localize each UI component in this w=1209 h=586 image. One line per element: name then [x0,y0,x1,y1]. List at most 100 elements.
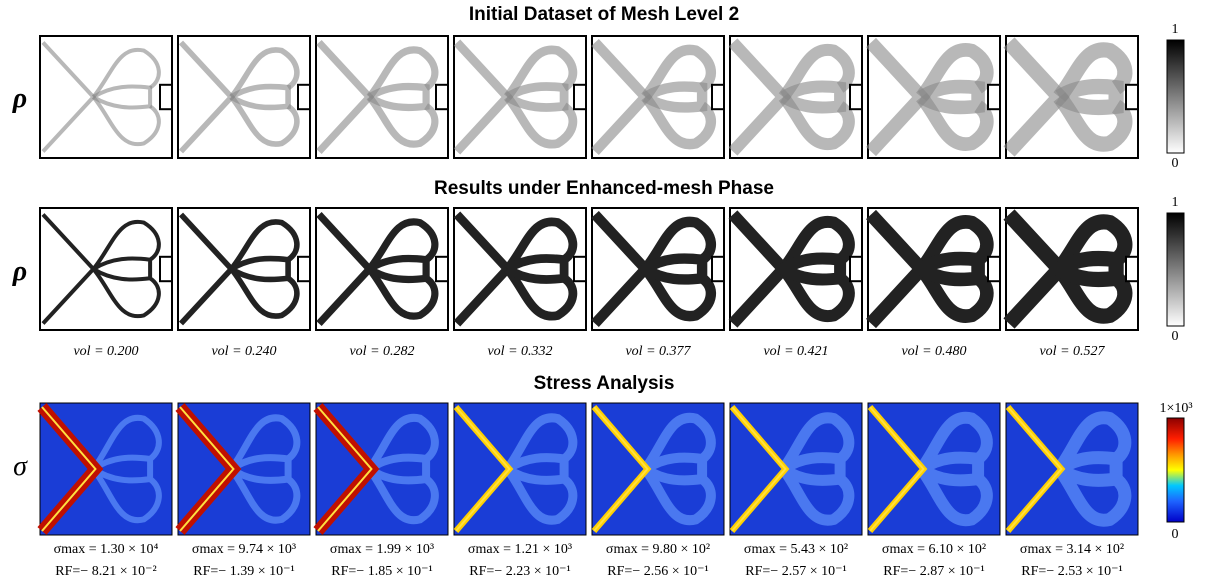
sigma-max-label: σmax = 5.43 × 10² [744,542,848,557]
sigma-max-label: σmax = 3.14 × 10² [1020,542,1124,557]
structure [641,216,716,273]
vol-label: vol = 0.377 [625,344,691,359]
rf-label: RF=− 1.39 × 10⁻¹ [193,564,294,579]
structure [780,252,847,286]
stress-path [869,406,925,532]
structure [229,255,291,283]
structure [505,254,569,284]
structure [778,215,855,273]
notch [987,255,1001,283]
structure [366,46,439,100]
colorbar [1166,417,1185,523]
structure [92,256,153,282]
structure [366,413,439,472]
structure [91,47,161,99]
structure [778,465,855,526]
structure [504,453,569,485]
stress-path [41,406,97,532]
structure [916,215,994,274]
structure [503,45,578,100]
structure [917,79,985,115]
structure [503,266,578,321]
structure [778,43,855,101]
notch [297,255,311,283]
structure [229,267,300,319]
stress-path [1007,406,1063,532]
rf-label: RF=− 2.56 × 10⁻¹ [607,564,708,579]
vol-label: vol = 0.240 [211,344,276,359]
vol-label: vol = 0.200 [73,344,138,359]
structure [918,451,985,487]
structure [780,80,847,114]
structure [1055,250,1124,288]
panel [39,35,173,159]
structure [1054,411,1132,473]
structure [916,411,993,473]
structure [505,82,569,112]
sigma-max-label: σmax = 6.10 × 10² [882,542,986,557]
structure [778,265,855,323]
colorbar-max: 1×10³ [1159,401,1192,416]
sigma-max-label: σmax = 1.30 × 10⁴ [54,542,159,557]
structure [1055,78,1124,116]
structure [92,84,153,110]
structure [503,94,578,149]
structure [641,44,716,101]
rf-label: RF=− 1.85 × 10⁻¹ [331,564,432,579]
structure [367,254,430,284]
structure [503,413,578,472]
notch [573,83,587,111]
structure [1053,92,1133,152]
rf-label: RF=− 2.87 × 10⁻¹ [883,564,984,579]
structure [642,81,708,113]
colorbar-min: 0 [1172,329,1179,344]
structure [229,83,291,111]
sigma-max-label: σmax = 1.21 × 10³ [468,542,572,557]
stress-path [179,406,235,532]
structure [90,467,162,524]
structure [229,454,292,484]
structure [367,453,431,485]
structure [780,452,846,486]
structure [366,94,439,148]
structure [642,253,708,285]
structure [1054,465,1132,527]
row-title: Results under Enhanced-mesh Phase [434,178,774,199]
structure [1053,214,1133,274]
structure [916,465,993,527]
structure [366,266,439,320]
structure [641,466,716,526]
vol-label: vol = 0.332 [487,344,552,359]
sigma-max-label: σmax = 9.74 × 10³ [192,542,296,557]
notch [435,255,449,283]
structure [641,265,716,322]
structure [642,452,708,486]
notch [711,83,725,111]
structure [1053,42,1133,102]
colorbar [1166,212,1185,327]
colorbar [1166,39,1185,154]
vol-label: vol = 0.527 [1039,344,1105,359]
structure [91,267,161,319]
structure [641,93,716,150]
rf-label: RF=− 2.57 × 10⁻¹ [745,564,846,579]
structure [641,412,716,472]
row-title: Stress Analysis [534,373,675,394]
notch [159,255,173,283]
structure [229,95,300,147]
structure [917,251,985,287]
structure [1053,264,1133,324]
structure [366,466,439,525]
structure [1055,451,1123,487]
sigma-max-label: σmax = 9.80 × 10² [606,542,710,557]
vol-label: vol = 0.480 [901,344,966,359]
structure [91,454,154,484]
structure [916,264,994,323]
structure [503,217,578,272]
panel [39,207,173,331]
structure [90,414,162,471]
structure [778,93,855,151]
rf-label: RF=− 2.53 × 10⁻¹ [1021,564,1122,579]
structure [91,219,161,271]
row-title: Initial Dataset of Mesh Level 2 [469,4,739,25]
